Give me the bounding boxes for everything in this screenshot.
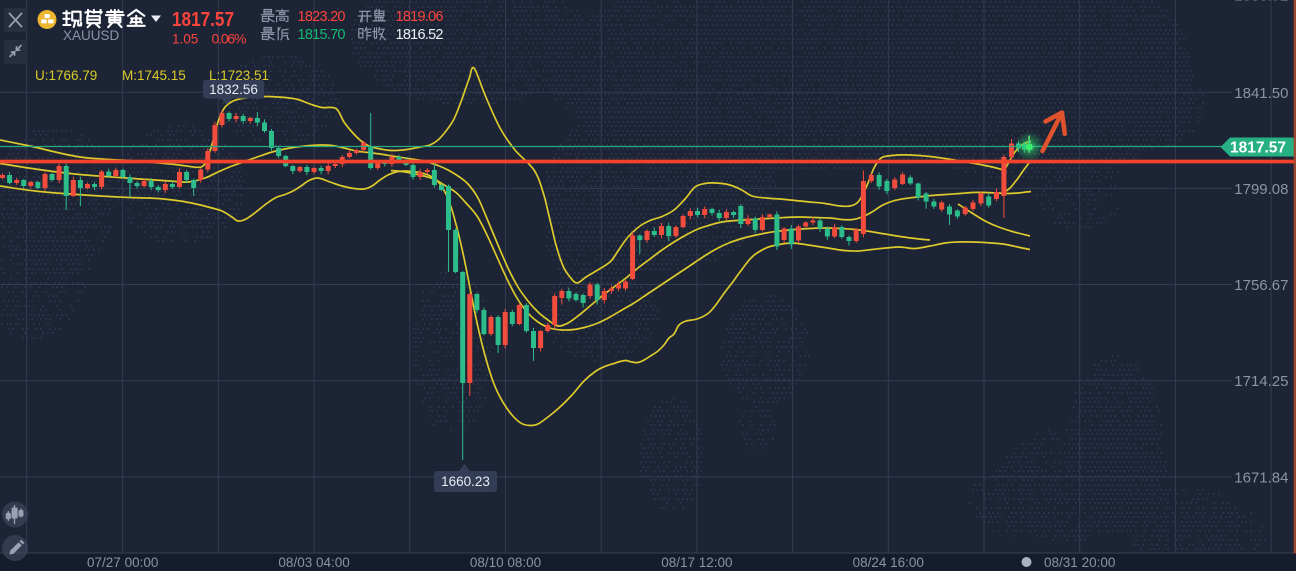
svg-text:1660.23: 1660.23 bbox=[441, 474, 490, 489]
svg-text:1815.70: 1815.70 bbox=[298, 27, 346, 43]
svg-text:07/27 00:00: 07/27 00:00 bbox=[87, 555, 158, 570]
svg-text:1819.06: 1819.06 bbox=[396, 9, 444, 25]
svg-text:08/24 16:00: 08/24 16:00 bbox=[853, 555, 924, 570]
svg-text:U:1766.79: U:1766.79 bbox=[35, 68, 97, 83]
svg-text:08/17 12:00: 08/17 12:00 bbox=[661, 555, 732, 570]
svg-text:1714.25: 1714.25 bbox=[1234, 373, 1288, 390]
svg-text:1823.20: 1823.20 bbox=[298, 9, 346, 25]
svg-text:08/10 08:00: 08/10 08:00 bbox=[470, 555, 541, 570]
svg-text:1799.08: 1799.08 bbox=[1234, 181, 1288, 198]
svg-text:1816.52: 1816.52 bbox=[396, 27, 444, 43]
svg-text:1883.92: 1883.92 bbox=[1234, 0, 1288, 5]
svg-text:1817.57: 1817.57 bbox=[1230, 140, 1286, 157]
svg-text:1841.50: 1841.50 bbox=[1234, 85, 1288, 102]
svg-text:1832.56: 1832.56 bbox=[209, 82, 258, 97]
svg-text:XAUUSD: XAUUSD bbox=[63, 28, 120, 43]
svg-text:08/31 20:00: 08/31 20:00 bbox=[1044, 555, 1115, 570]
svg-text:1.05: 1.05 bbox=[172, 32, 198, 47]
svg-text:1756.67: 1756.67 bbox=[1234, 277, 1288, 294]
svg-text:M:1745.15: M:1745.15 bbox=[122, 68, 186, 83]
svg-text:08/03 04:00: 08/03 04:00 bbox=[278, 555, 349, 570]
svg-text:L:1723.51: L:1723.51 bbox=[209, 68, 269, 83]
svg-text:1671.84: 1671.84 bbox=[1234, 470, 1288, 487]
svg-text:0.06%: 0.06% bbox=[212, 31, 247, 47]
svg-text:1817.57: 1817.57 bbox=[172, 8, 234, 31]
